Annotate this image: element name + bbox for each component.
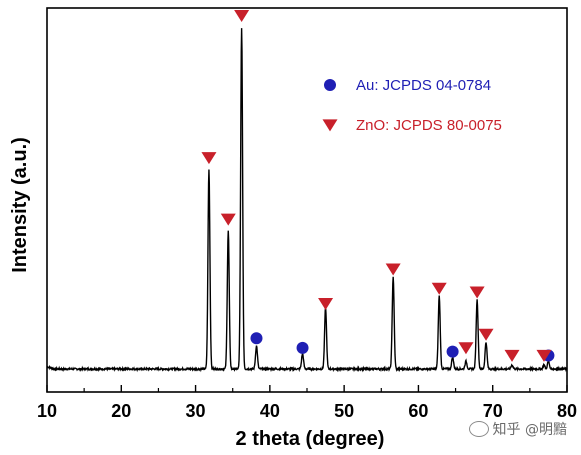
x-tick-label: 50: [334, 401, 354, 421]
x-axis-label: 2 theta (degree): [236, 428, 385, 450]
x-tick-label: 80: [557, 401, 577, 421]
zno-marker: [234, 10, 250, 23]
x-tick-label: 10: [37, 401, 57, 421]
zno-marker: [201, 152, 217, 165]
watermark-text: 知乎 @明黯: [492, 422, 567, 438]
phase-markers: [201, 10, 555, 362]
legend-zno-icon: [322, 119, 338, 132]
au-marker: [446, 345, 459, 358]
x-axis: 10 20 30 40 50 60 70 80: [37, 385, 577, 421]
zno-marker: [431, 282, 447, 295]
x-tick-label: 30: [186, 401, 206, 421]
xrd-pattern-line: [46, 28, 568, 373]
legend-entry-label: ZnO: JCPDS 80-0075: [356, 117, 502, 134]
x-tick-label: 60: [408, 401, 428, 421]
watermark-logo-icon: [468, 421, 489, 437]
legend: Au: JCPDS 04-0784 ZnO: JCPDS 80-0075: [322, 77, 502, 134]
x-tick-label: 40: [260, 401, 280, 421]
zno-marker: [220, 213, 236, 226]
zno-marker: [536, 349, 552, 362]
watermark: 知乎 @明黯: [468, 419, 567, 439]
zno-marker: [318, 298, 334, 311]
y-axis-label: Intensity (a.u.): [9, 137, 31, 273]
zno-marker: [478, 328, 494, 341]
zno-marker: [385, 263, 401, 276]
au-marker: [296, 341, 309, 354]
legend-entry-label: Au: JCPDS 04-0784: [356, 77, 491, 94]
x-tick-label: 20: [111, 401, 131, 421]
zno-marker: [469, 286, 485, 299]
au-marker: [250, 332, 263, 345]
zno-marker: [504, 349, 520, 362]
x-tick-label: 70: [483, 401, 503, 421]
legend-au-icon: [324, 79, 336, 91]
zno-marker: [458, 342, 474, 355]
